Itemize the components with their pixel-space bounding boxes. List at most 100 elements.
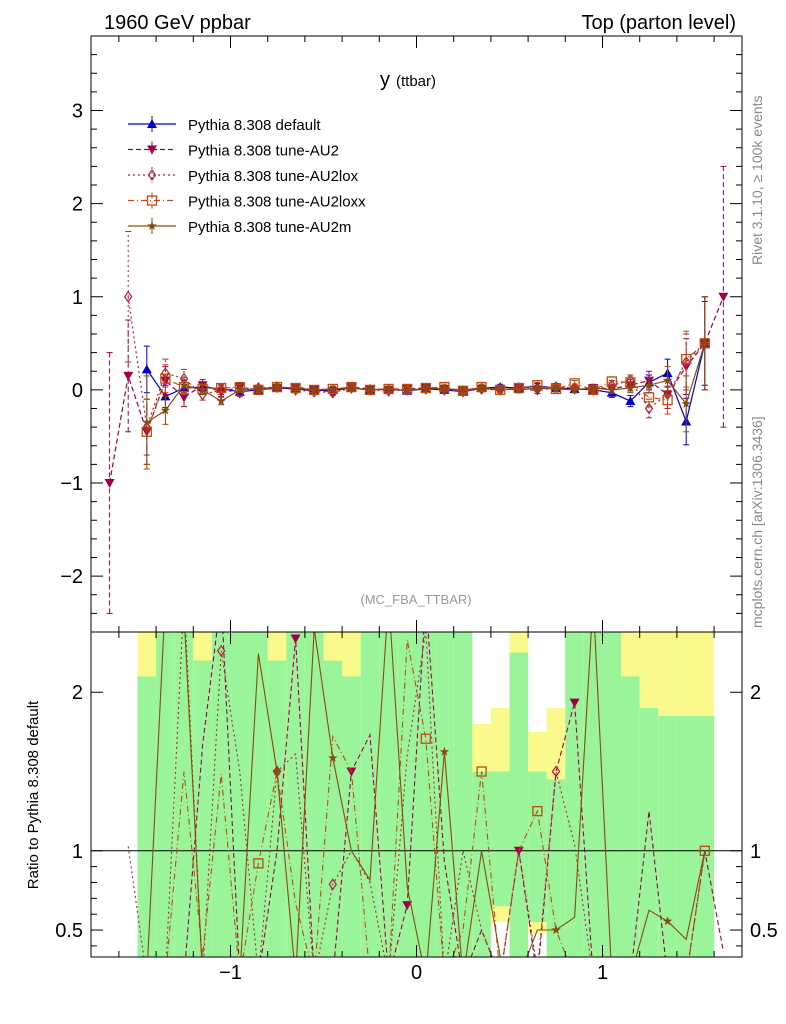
ratio-series-au2m xyxy=(147,632,706,957)
data-point xyxy=(123,290,133,303)
ratio-band-green xyxy=(304,632,324,957)
ratio-band-green xyxy=(658,716,677,957)
series-au2lox xyxy=(123,231,710,456)
y-tick-label: 2 xyxy=(72,194,83,216)
data-point xyxy=(365,384,375,394)
data-point xyxy=(290,383,301,393)
data-point xyxy=(216,396,226,406)
ratio-band-green xyxy=(435,632,454,957)
series-au2m xyxy=(142,296,710,470)
data-point xyxy=(458,384,468,394)
ratio-point xyxy=(253,858,264,869)
data-point xyxy=(347,381,356,395)
data-point xyxy=(625,396,636,406)
data-point xyxy=(104,479,115,488)
plot-title-sub: (ttbar) xyxy=(396,73,436,90)
data-point xyxy=(681,355,691,368)
ratio-point xyxy=(551,765,561,778)
ratio-band-green xyxy=(379,632,398,957)
ratio-line xyxy=(185,632,724,957)
data-point xyxy=(253,383,264,393)
legend-label: Pythia 8.308 tune-AU2loxx xyxy=(188,194,366,211)
legend-marker xyxy=(147,221,157,230)
data-point xyxy=(141,364,152,374)
ratio-band-green xyxy=(639,708,659,957)
ratio-y-tick-label: 2 xyxy=(750,682,761,704)
legend-label: Pythia 8.308 tune-AU2 xyxy=(188,143,339,160)
ratio-y-axis-label: Ratio to Pythia 8.308 default xyxy=(25,700,42,889)
data-point xyxy=(662,394,673,406)
y-tick-label: 3 xyxy=(72,101,83,123)
legend-marker xyxy=(146,195,158,206)
ratio-y-tick-label: 1 xyxy=(72,841,83,863)
ratio-band-green xyxy=(621,676,640,957)
data-point xyxy=(235,384,245,394)
data-point xyxy=(123,371,134,381)
ratio-point xyxy=(569,698,580,708)
series-line xyxy=(109,296,724,484)
ratio-line xyxy=(127,632,706,957)
y-tick-label: 0 xyxy=(72,380,83,402)
ratio-band-green xyxy=(342,676,361,957)
ratio-point xyxy=(328,878,338,891)
ratio-point xyxy=(439,746,450,756)
legend-marker xyxy=(147,145,157,155)
ratio-band-green xyxy=(695,716,715,957)
data-point xyxy=(514,384,524,394)
data-point xyxy=(476,383,487,393)
legend-marker xyxy=(147,119,157,128)
data-point xyxy=(216,383,226,396)
data-point xyxy=(681,398,691,408)
legend-marker xyxy=(147,168,157,182)
header-right-title: Top (parton level) xyxy=(581,12,736,34)
data-point xyxy=(272,382,282,392)
data-point xyxy=(495,383,505,393)
data-point xyxy=(309,384,319,394)
ratio-band-green xyxy=(174,632,194,957)
ratio-band-green xyxy=(360,632,380,957)
series-au2loxx xyxy=(141,296,710,465)
data-point xyxy=(160,405,171,415)
ratio-band-green xyxy=(230,632,250,957)
data-point xyxy=(179,393,189,403)
ratio-point xyxy=(476,766,487,777)
plot-title-main: y xyxy=(380,69,390,91)
data-point xyxy=(644,380,654,390)
legend-label: Pythia 8.308 tune-AU2lox xyxy=(188,168,359,185)
ratio-band-green xyxy=(193,660,212,957)
series-default xyxy=(141,300,710,446)
data-point xyxy=(179,380,189,390)
series-line xyxy=(127,296,706,428)
legend-label: Pythia 8.308 default xyxy=(188,117,321,134)
data-point xyxy=(532,383,543,393)
ratio-band-green xyxy=(137,676,157,957)
y-tick-label: −1 xyxy=(60,473,83,495)
data-point xyxy=(197,384,208,394)
ratio-band-green xyxy=(267,660,287,957)
ratio-point xyxy=(420,733,431,744)
data-point xyxy=(402,385,412,395)
ratio-band-green xyxy=(286,632,305,957)
ratio-series-au2loxx xyxy=(166,639,710,957)
x-tick-label: −1 xyxy=(219,962,242,984)
data-point xyxy=(551,383,561,393)
data-point xyxy=(328,386,338,399)
ratio-point xyxy=(532,805,543,817)
ratio-band-green xyxy=(249,632,268,957)
ratio-y-tick-label: 0.5 xyxy=(750,920,778,942)
data-point xyxy=(607,384,617,394)
data-point xyxy=(662,375,673,385)
main-panel: −2 −1 0 1 2 3 xyxy=(60,35,743,633)
ratio-band-green xyxy=(453,632,473,957)
ratio-panel: 0.5 0.5 1 1 2 2 −1 0 1 xyxy=(55,631,778,984)
ratio-band-green xyxy=(602,632,622,957)
x-tick-label: 1 xyxy=(597,962,608,984)
ratio-band-green xyxy=(509,652,529,957)
ratio-band-green xyxy=(416,632,436,957)
ratio-series-au2lox xyxy=(127,632,706,957)
ratio-y-tick-label: 2 xyxy=(72,682,83,704)
ratio-band-green xyxy=(676,716,696,957)
data-point xyxy=(160,373,171,384)
mcplots-label: mcplots.cern.ch [arXiv:1306.3436] xyxy=(749,416,765,628)
